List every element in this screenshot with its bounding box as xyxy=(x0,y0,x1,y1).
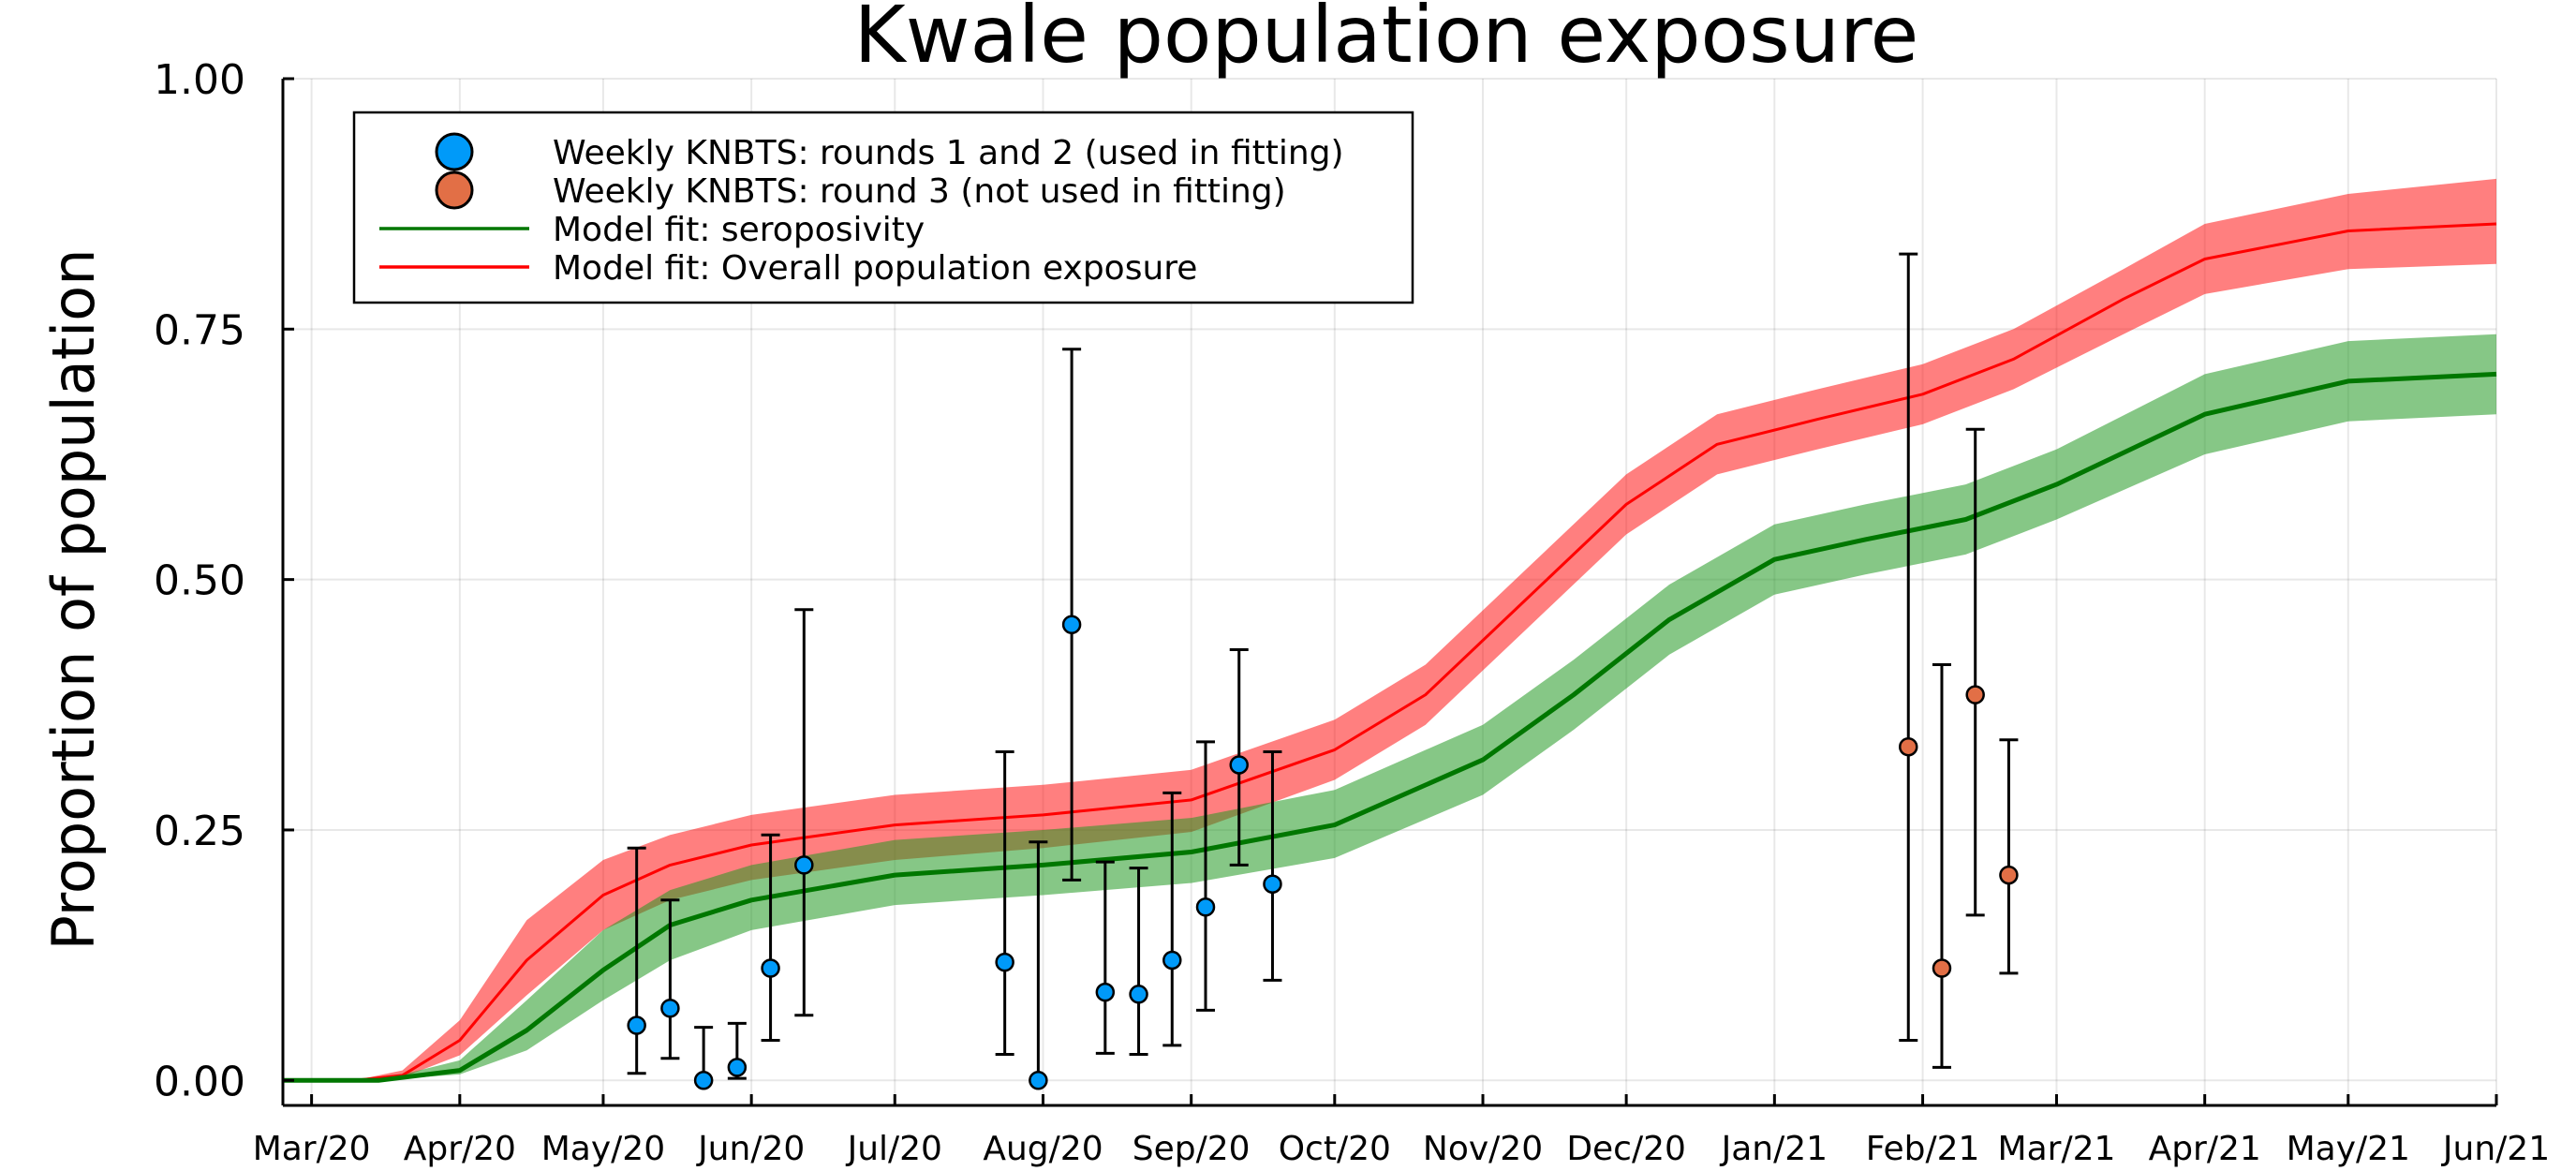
x-tick-label: Feb/21 xyxy=(1866,1130,1980,1168)
y-tick-label: 0.50 xyxy=(154,557,245,605)
x-tick-label: Dec/20 xyxy=(1566,1130,1686,1168)
y-tick-label: 0.25 xyxy=(154,808,245,855)
data-point-round-1-2 xyxy=(693,1071,714,1090)
x-tick-label: Apr/20 xyxy=(404,1130,516,1168)
x-tick-label: Mar/21 xyxy=(1998,1130,2116,1168)
chart-title: Kwale population exposure xyxy=(854,0,1919,81)
y-tick-label: 0.75 xyxy=(154,306,245,354)
legend: Weekly KNBTS: rounds 1 and 2 (used in fi… xyxy=(352,111,1414,304)
y-tick-label: 0.00 xyxy=(154,1058,245,1105)
x-tick-label: Oct/20 xyxy=(1279,1130,1391,1168)
legend-marker xyxy=(435,132,474,171)
data-point-round-3 xyxy=(1965,685,1985,704)
data-point-round-1-2 xyxy=(727,1058,748,1077)
x-tick-label: Jun/20 xyxy=(696,1130,805,1168)
legend-label: Weekly KNBTS: round 3 (not used in fitti… xyxy=(553,172,1286,211)
data-point-round-1-2 xyxy=(660,999,680,1018)
data-point-round-1-2 xyxy=(1029,1071,1048,1090)
axes: Mar/20 Apr/20 May/20 Jun/20 Jul/20 Aug/20 Sep/… xyxy=(154,56,2550,1168)
data-point-round-3 xyxy=(1999,865,2019,885)
data-point-round-1-2 xyxy=(1162,950,1182,971)
data-point-round-1-2 xyxy=(761,958,780,978)
data-point-round-1-2 xyxy=(1061,615,1082,635)
exposure-line xyxy=(283,222,2497,1082)
data-point-round-1-2 xyxy=(1229,755,1249,775)
x-tick-label: May/20 xyxy=(541,1130,665,1168)
x-tick-label: May/21 xyxy=(2287,1130,2410,1168)
x-tick-label: Nov/20 xyxy=(1423,1130,1543,1168)
confidence-bands xyxy=(283,178,2496,1081)
x-tick-label: Jul/20 xyxy=(846,1130,942,1168)
x-tick-label: Jan/21 xyxy=(1720,1130,1828,1168)
legend-label: Model fit: seroposivity xyxy=(553,211,925,249)
x-tick-label: Aug/20 xyxy=(983,1130,1103,1168)
data-point-round-1-2 xyxy=(995,952,1014,972)
error-bars xyxy=(627,252,2019,1082)
y-tick-label: 1.00 xyxy=(154,56,245,104)
data-point-round-1-2 xyxy=(1129,985,1148,1004)
data-point-round-1-2 xyxy=(1263,874,1282,894)
data-point-round-1-2 xyxy=(794,855,814,875)
seropositivity-band xyxy=(283,334,2496,1081)
model-lines xyxy=(283,222,2497,1083)
seropositivity-line xyxy=(283,371,2497,1083)
x-tick-label: Sep/20 xyxy=(1133,1130,1251,1168)
x-tick-label: Jun/21 xyxy=(2441,1130,2550,1168)
data-point-round-3 xyxy=(1932,958,1952,978)
legend-label: Weekly KNBTS: rounds 1 and 2 (used in fi… xyxy=(553,134,1344,172)
data-point-round-1-2 xyxy=(627,1015,646,1035)
legend-label: Model fit: Overall population exposure xyxy=(553,249,1197,288)
data-point-round-1-2 xyxy=(1195,897,1216,917)
legend-box xyxy=(352,111,1414,304)
x-tick-label: Apr/21 xyxy=(2149,1130,2261,1168)
data-point-round-3 xyxy=(1898,736,1918,757)
x-tick-label: Mar/20 xyxy=(253,1130,371,1168)
legend-marker xyxy=(435,170,474,210)
data-points xyxy=(627,615,2019,1090)
data-point-round-1-2 xyxy=(1095,982,1116,1002)
y-axis-label: Proportion of population xyxy=(39,249,108,951)
